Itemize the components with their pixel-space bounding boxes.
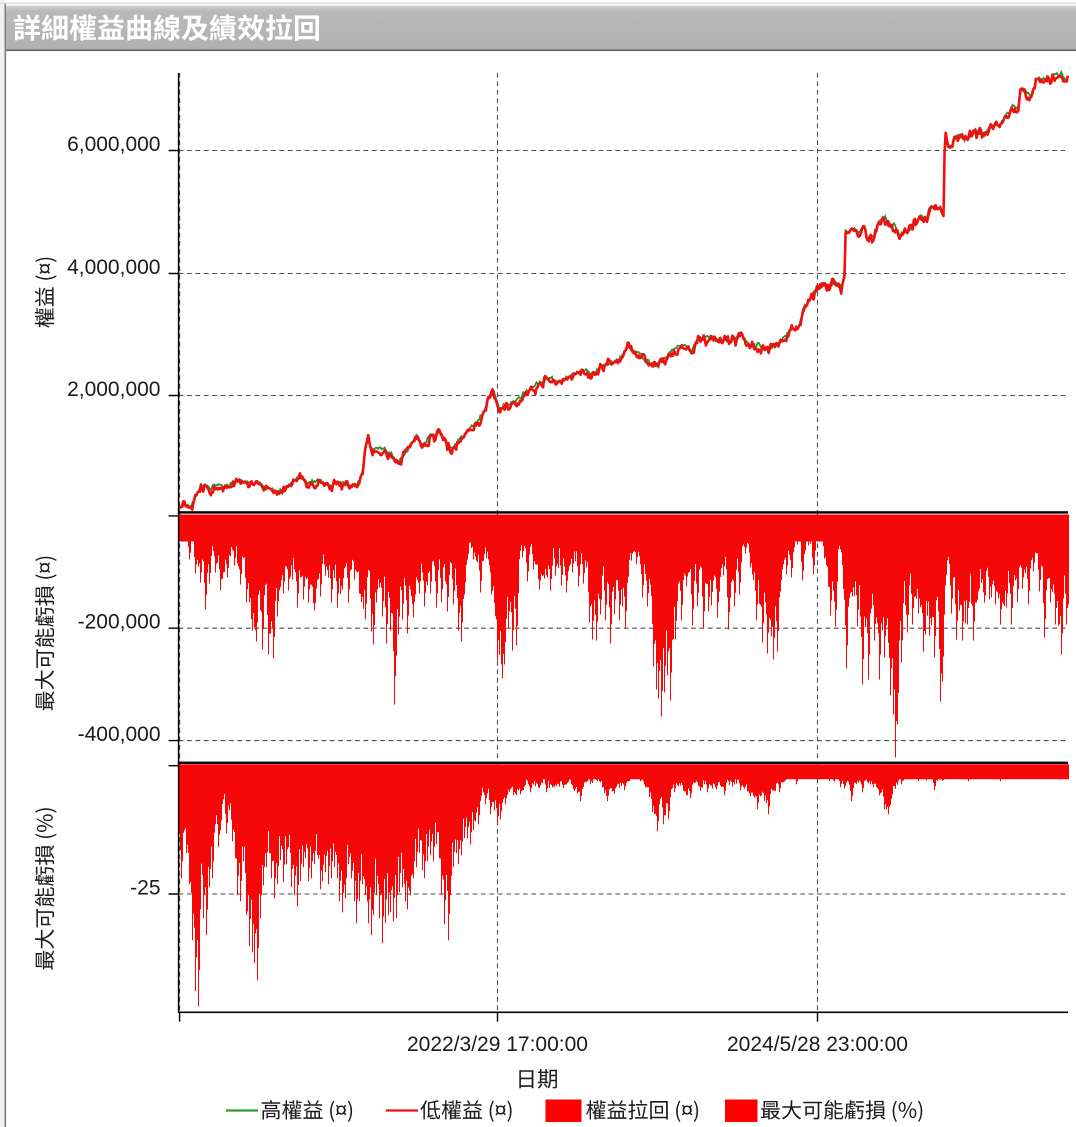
- svg-text:2022/3/29 17:00:00: 2022/3/29 17:00:00: [407, 1033, 588, 1056]
- svg-text:-200,000: -200,000: [78, 611, 161, 634]
- svg-text:-25: -25: [130, 877, 160, 900]
- svg-text:2024/5/28 23:00:00: 2024/5/28 23:00:00: [727, 1033, 908, 1056]
- svg-text:4,000,000: 4,000,000: [67, 256, 160, 279]
- svg-text:6,000,000: 6,000,000: [67, 133, 160, 156]
- svg-text:2,000,000: 2,000,000: [67, 378, 160, 401]
- svg-text:-400,000: -400,000: [78, 723, 161, 746]
